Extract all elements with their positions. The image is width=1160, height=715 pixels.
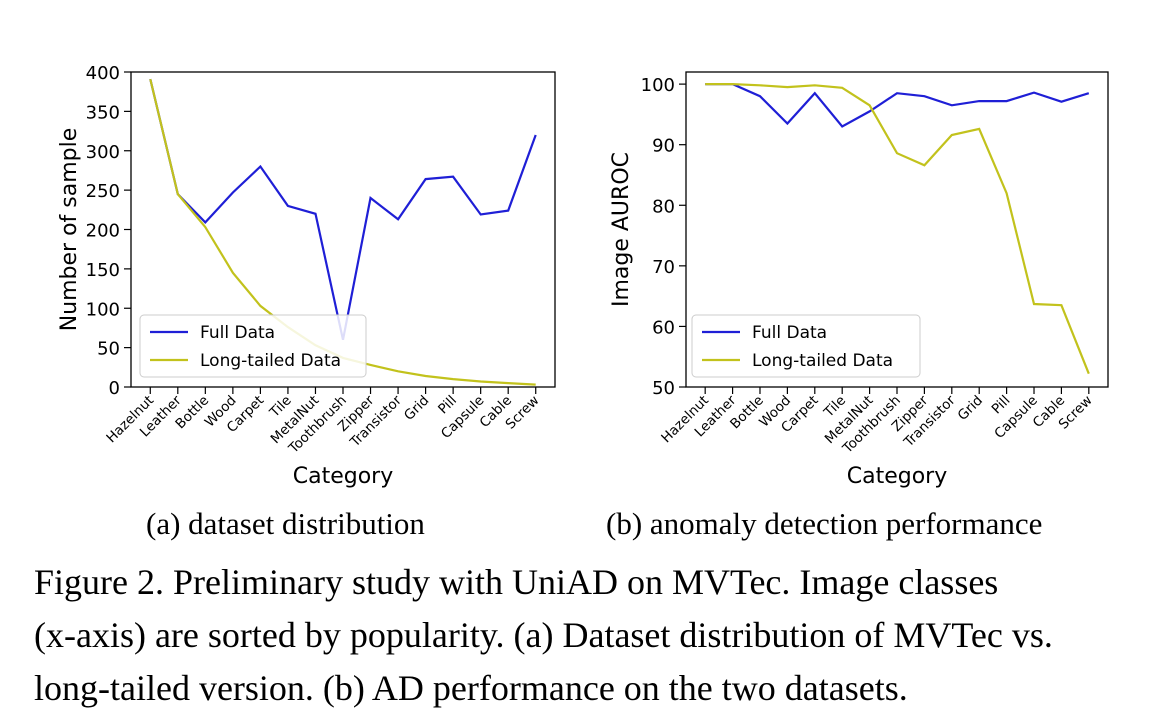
subcaption-b: (b) anomaly detection performance	[606, 506, 1043, 541]
y-tick-label: 200	[86, 221, 120, 242]
y-tick-label: 400	[86, 63, 120, 84]
x-tick-label: Grid	[955, 393, 986, 424]
y-tick-label: 90	[652, 136, 675, 157]
y-tick-label: 250	[86, 181, 120, 202]
subcaption-a: (a) dataset distribution	[146, 506, 425, 541]
y-tick-label: 300	[86, 142, 120, 163]
legend-box	[139, 314, 367, 378]
y-axis-label: Image AUROC	[609, 152, 634, 307]
y-tick-label: 350	[86, 102, 120, 123]
chart-dataset-distribution: 050100150200250300350400HazelnutLeatherB…	[57, 63, 556, 489]
x-axis-label: Category	[847, 464, 948, 489]
legend-label: Full Data	[752, 323, 827, 343]
x-axis-label: Category	[293, 464, 394, 489]
chart-anomaly-detection-performance: 5060708090100HazelnutLeatherBottleWoodCa…	[609, 71, 1109, 489]
figure-caption: Figure 2. Preliminary study with UniAD o…	[34, 556, 1053, 715]
series-line-full-data	[149, 78, 537, 341]
legend-label: Long-tailed Data	[200, 351, 341, 371]
legend: Full Data Long-tailed Data	[691, 314, 921, 378]
figure-caption-line-3: long-tailed version. (b) AD performance …	[34, 668, 908, 708]
y-tick-label: 80	[652, 196, 675, 217]
legend-label: Full Data	[200, 323, 275, 343]
y-axis-label: Number of sample	[57, 128, 82, 332]
y-tick-label: 100	[641, 75, 675, 96]
legend: Full Data Long-tailed Data	[139, 314, 367, 378]
y-tick-label: 100	[86, 299, 120, 320]
figure-caption-line-2: (x-axis) are sorted by popularity. (a) D…	[34, 615, 1053, 655]
y-tick-label: 0	[109, 378, 120, 399]
series-line-long-tailed-data	[705, 82, 1090, 375]
figure-caption-line-1: Figure 2. Preliminary study with UniAD o…	[34, 562, 999, 602]
y-tick-label: 50	[652, 378, 675, 399]
x-tick-label: Grid	[401, 393, 432, 424]
series-line-full-data	[705, 82, 1090, 128]
y-tick-label: 70	[652, 257, 675, 278]
legend-box	[691, 314, 921, 378]
y-tick-label: 150	[86, 260, 120, 281]
y-tick-label: 60	[652, 317, 675, 338]
legend-label: Long-tailed Data	[752, 351, 893, 371]
y-tick-label: 50	[97, 339, 120, 360]
